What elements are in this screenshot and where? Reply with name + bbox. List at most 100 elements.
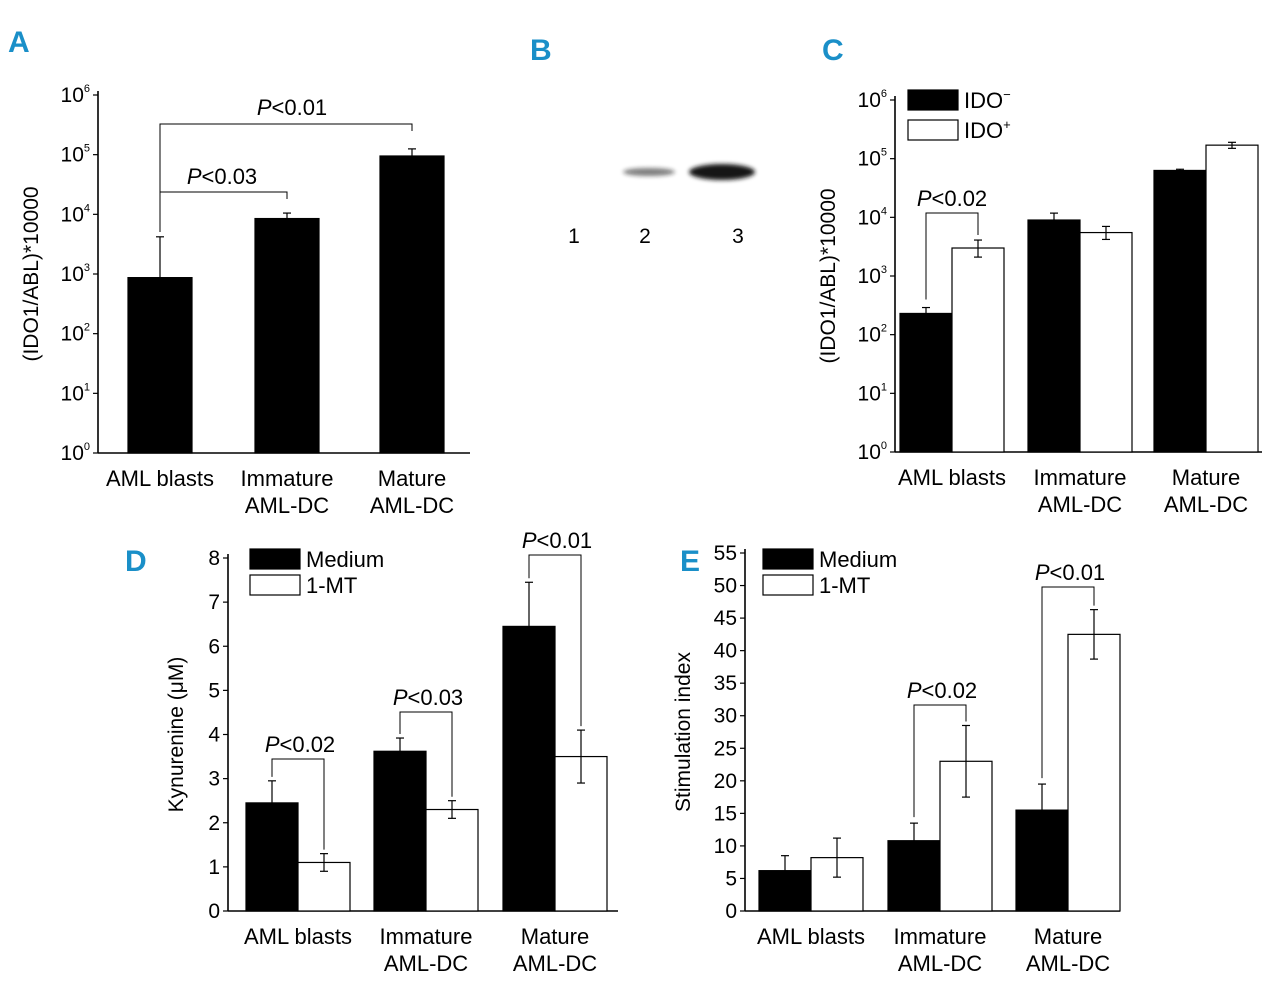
x-tick-label: AML blasts	[898, 465, 1006, 490]
bar-series-0	[127, 277, 193, 454]
y-tick-label: 20	[714, 770, 737, 793]
legend-swatch	[907, 89, 959, 111]
y-tick-label: 101	[858, 381, 887, 405]
significance-bracket	[159, 191, 288, 232]
legend-swatch	[249, 574, 301, 596]
x-tick-label: Immature	[1034, 465, 1127, 490]
legend-swatch	[249, 548, 301, 570]
x-tick-label: Mature	[1034, 924, 1102, 949]
y-tick-label: 104	[61, 202, 90, 226]
y-tick-label: 30	[714, 705, 737, 728]
y-tick-label: 15	[714, 802, 737, 825]
x-tick-label: AML-DC	[1038, 492, 1122, 517]
panel-b-blot: 1 2 3	[568, 164, 755, 248]
panel-c-chart: 100 101 102 103 104 105 106 (IDO1/ABL)*10000 AML…	[817, 87, 1262, 517]
y-tick-label: 101	[61, 381, 90, 405]
y-tick-label: 1	[208, 856, 220, 879]
legend-swatch	[762, 548, 814, 570]
y-tick-label: 104	[858, 205, 887, 229]
y-axis-title: (IDO1/ABL)*10000	[817, 188, 840, 363]
significance-label: P<0.01	[257, 95, 327, 120]
significance-label: P<0.01	[1035, 560, 1105, 585]
significance-bracket	[1041, 586, 1095, 779]
x-tick-label: AML blasts	[106, 466, 214, 491]
bar-1-mt-2	[1067, 633, 1121, 912]
x-tick-label: AML-DC	[1164, 492, 1248, 517]
bar-medium-1	[373, 750, 427, 912]
bar-ido-1	[1079, 231, 1133, 453]
panel-label-a: A	[8, 26, 30, 59]
y-tick-label: 50	[714, 575, 737, 598]
significance-label: P<0.02	[917, 186, 987, 211]
x-tick-label: Immature	[380, 924, 473, 949]
y-axis-title: (IDO1/ABL)*10000	[20, 186, 43, 361]
y-tick-label: 105	[858, 147, 887, 171]
y-tick-label: 0	[208, 900, 220, 923]
y-tick-label: 8	[208, 547, 220, 570]
y-tick-label: 5	[725, 867, 737, 890]
y-tick-label: 45	[714, 607, 737, 630]
panel-label-c: C	[822, 34, 844, 67]
y-tick-label: 40	[714, 640, 737, 663]
legend-swatch	[762, 574, 814, 596]
y-tick-label: 2	[208, 812, 220, 835]
significance-bracket	[925, 212, 979, 300]
panel-label-b: B	[530, 34, 552, 67]
y-tick-label: 106	[61, 83, 90, 107]
panel-e-chart: 0 5 10 15 20 25 30 35 40 45 50 55 Stimulation index A…	[672, 542, 1121, 976]
y-tick-label: 100	[61, 441, 90, 465]
y-tick-label: 102	[61, 322, 90, 346]
significance-label: P<0.03	[187, 164, 257, 189]
y-tick-label: 55	[714, 542, 737, 565]
x-tick-label: AML-DC	[898, 951, 982, 976]
x-tick-label: Mature	[1172, 465, 1240, 490]
significance-label: P<0.02	[907, 678, 977, 703]
y-tick-label: 5	[208, 679, 220, 702]
y-axis-title: Stimulation index	[672, 652, 695, 812]
legend-label: IDO+	[964, 117, 1011, 143]
blot-band-lane-3	[689, 164, 755, 180]
x-tick-label: AML-DC	[1026, 951, 1110, 976]
bar-1-mt-1	[425, 808, 479, 912]
y-tick-label: 100	[858, 440, 887, 464]
y-axis-title: Kynurenine (μM)	[165, 657, 188, 813]
y-tick-label: 0	[725, 900, 737, 923]
panel-d-chart: 0 1 2 3 4 5 6 7 8 Kynurenine (μM) AML blasts Immatu…	[165, 528, 618, 976]
significance-label: P<0.02	[265, 732, 335, 757]
x-tick-label: AML-DC	[370, 493, 454, 518]
legend-label: Medium	[306, 547, 384, 572]
y-tick-label: 103	[61, 262, 90, 286]
y-tick-label: 6	[208, 635, 220, 658]
bar-series-1	[254, 217, 320, 454]
y-tick-label: 10	[714, 835, 737, 858]
legend-label: IDO−	[964, 87, 1011, 113]
panel-a-chart: 100 101 102 103 104 105 106 (IDO1/ABL)*10000 AML…	[20, 83, 470, 518]
y-tick-label: 105	[61, 143, 90, 167]
bar-ido-0	[899, 312, 953, 453]
x-tick-label: AML blasts	[757, 924, 865, 949]
x-tick-label: Immature	[241, 466, 334, 491]
significance-bracket	[913, 704, 967, 818]
significance-bracket	[399, 711, 453, 797]
bar-1-mt-1	[939, 760, 993, 912]
x-tick-label: Immature	[894, 924, 987, 949]
panel-label-e: E	[680, 545, 700, 578]
significance-bracket	[159, 123, 413, 192]
significance-bracket	[271, 758, 325, 850]
blot-lane-label-2: 2	[639, 225, 651, 248]
significance-bracket	[528, 554, 582, 727]
legend-label: Medium	[819, 547, 897, 572]
y-tick-label: 7	[208, 591, 220, 614]
x-tick-label: AML-DC	[384, 951, 468, 976]
bar-ido-2	[1205, 144, 1259, 453]
significance-label: P<0.01	[522, 528, 592, 553]
x-tick-label: Mature	[378, 466, 446, 491]
y-tick-label: 25	[714, 737, 737, 760]
bar-series-2	[379, 155, 445, 454]
y-tick-label: 103	[858, 264, 887, 288]
bar-ido-1	[1027, 219, 1081, 453]
significance-label: P<0.03	[393, 685, 463, 710]
legend-label: 1-MT	[819, 573, 870, 598]
x-tick-label: AML-DC	[513, 951, 597, 976]
